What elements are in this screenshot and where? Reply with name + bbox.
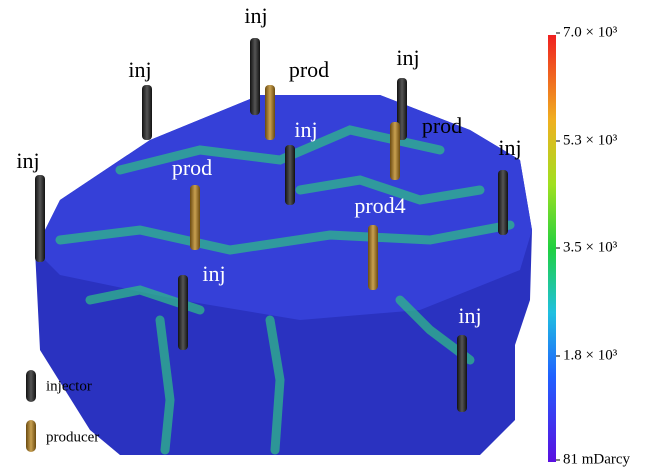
- permeability-streaks: [55, 125, 515, 455]
- legend: injector producer: [26, 370, 99, 452]
- producer-well: [368, 225, 378, 290]
- well-label: inj: [128, 57, 151, 82]
- reservoir-body: [35, 95, 532, 455]
- well-label: prod: [422, 113, 462, 138]
- producer-well: [190, 185, 200, 250]
- well-label: prod4: [354, 193, 405, 218]
- legend-label: injector: [46, 378, 92, 394]
- well-label: inj: [498, 135, 521, 160]
- well-label: prod: [172, 155, 212, 180]
- injector-well: [250, 38, 260, 115]
- well-label: inj: [16, 148, 39, 173]
- legend-swatch-producer: [26, 420, 36, 452]
- wells: inj inj inj prod inj prod inj inj prod prod4 inj in…: [16, 3, 522, 412]
- legend-label: producer: [46, 429, 99, 445]
- colorbar-scale: [548, 35, 556, 462]
- legend-swatch-injector: [26, 370, 36, 402]
- producer-well: [390, 122, 400, 180]
- injector-well: [498, 170, 508, 235]
- colorbar-label: 81 mDarcy: [563, 451, 631, 467]
- injector-well: [285, 145, 295, 205]
- injector-well: [178, 275, 188, 350]
- injector-well: [457, 335, 467, 412]
- colorbar-label: 1.8 × 10³: [563, 347, 618, 363]
- well-label: inj: [396, 45, 419, 70]
- injector-well: [35, 175, 45, 262]
- well-label: prod: [289, 57, 329, 82]
- well-label: inj: [202, 261, 225, 286]
- injector-well: [142, 85, 152, 140]
- colorbar: [548, 35, 556, 462]
- top-surface: [35, 95, 532, 320]
- colorbar-label: 5.3 × 10³: [563, 132, 618, 148]
- well-label: inj: [458, 303, 481, 328]
- producer-well: [265, 85, 275, 140]
- well-label: inj: [294, 117, 317, 142]
- colorbar-labels: 7.0 × 10³ 5.3 × 10³ 3.5 × 10³ 1.8 × 10³ 81 m…: [556, 24, 631, 467]
- well-label: inj: [244, 3, 267, 28]
- colorbar-label: 7.0 × 10³: [563, 24, 618, 40]
- colorbar-label: 3.5 × 10³: [563, 239, 618, 255]
